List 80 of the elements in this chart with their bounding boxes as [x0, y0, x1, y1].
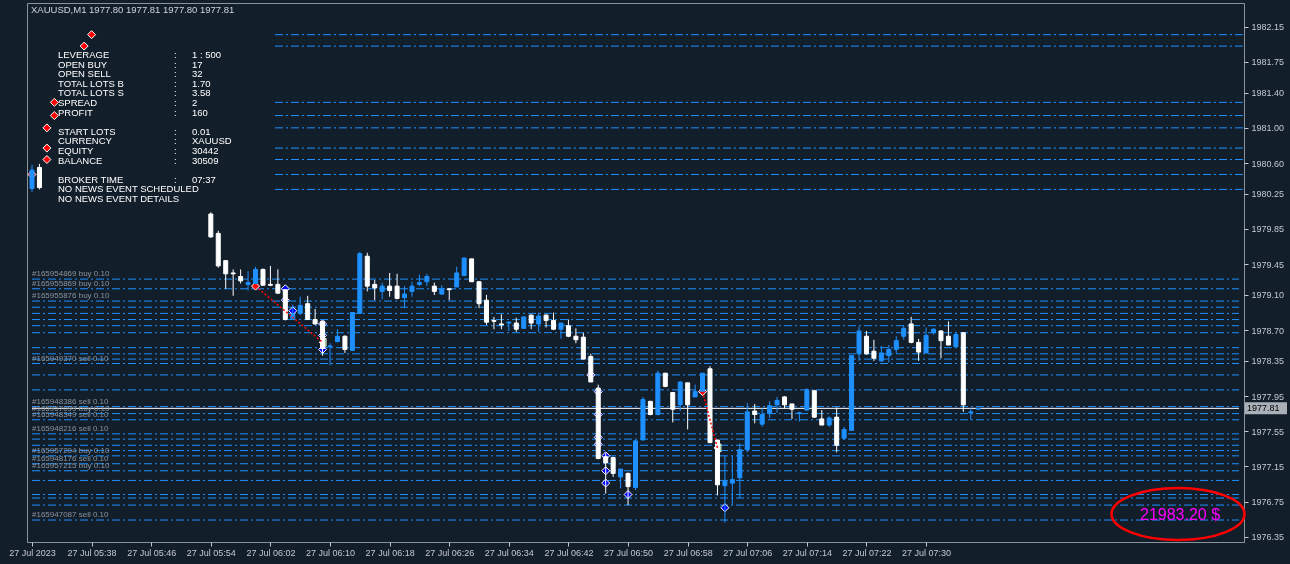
annotation: 17 — [192, 58, 203, 70]
annotation: : — [174, 173, 177, 185]
annotation: NO NEWS EVENT DETAILS — [58, 193, 180, 204]
y-tick-label: 1980.25 — [1251, 189, 1285, 200]
y-tick-label: 1977.55 — [1251, 426, 1285, 437]
y-tick-label: 1981.75 — [1251, 57, 1285, 68]
x-tick-label: 27 Jul 07:22 — [842, 547, 892, 558]
ref-line-label: #165948176 sell 0.10 — [32, 453, 110, 463]
y-tick-label: 1979.85 — [1251, 224, 1285, 235]
annotation: OPEN SELL — [58, 68, 111, 80]
annotation: 3.58 — [192, 87, 211, 99]
y-tick-label: 1976.35 — [1251, 532, 1285, 543]
ref-line-label: #165948216 sell 0.10 — [32, 423, 110, 433]
x-tick-label: 27 Jul 05:38 — [67, 547, 117, 558]
x-tick-label: 27 Jul 06:42 — [544, 547, 594, 558]
annotation: TOTAL LOTS S — [58, 87, 124, 99]
x-tick-label: 27 Jul 07:14 — [782, 547, 832, 558]
annotation: 2 — [192, 97, 198, 108]
annotation: 160 — [192, 106, 208, 118]
x-tick-label: 27 Jul 06:02 — [246, 547, 296, 558]
y-tick-label: 1978.35 — [1251, 356, 1285, 367]
annotation: 1 : 500 — [192, 49, 222, 60]
ref-line-label: #165955869 buy 0.10 — [32, 278, 110, 288]
y-tick-label: 1979.10 — [1251, 290, 1285, 301]
ref-line-label: #165954869 buy 0.10 — [32, 269, 110, 279]
annotation: EQUITY — [58, 145, 95, 156]
x-tick-label: 27 Jul 2023 — [9, 547, 56, 558]
annotation: TOTAL LOTS B — [58, 77, 124, 89]
chart-title: XAUUSD,M1 1977.80 1977.81 1977.80 1977.81 — [31, 4, 235, 15]
annotation: 32 — [192, 68, 203, 80]
annotation: 1.70 — [192, 77, 211, 89]
annotation: : — [174, 97, 177, 108]
y-tick-label: 1977.15 — [1251, 461, 1285, 472]
x-tick-label: 27 Jul 05:46 — [127, 547, 177, 558]
ref-line-label: #165955876 buy 0.10 — [32, 291, 110, 301]
annotation: LEVERAGE — [58, 49, 110, 60]
annotation: 07:37 — [192, 173, 216, 185]
x-tick-label: 27 Jul 05:54 — [186, 547, 236, 558]
y-tick-label: 1979.45 — [1251, 259, 1285, 270]
annotation: SPREAD — [58, 97, 98, 108]
x-tick-label: 27 Jul 06:34 — [484, 547, 534, 558]
y-tick-label: 1981.40 — [1251, 88, 1285, 99]
y-tick-label: 1982.15 — [1251, 22, 1285, 33]
x-tick-label: 27 Jul 06:58 — [663, 547, 713, 558]
annotation: : — [174, 154, 177, 166]
annotation: OPEN BUY — [58, 58, 108, 70]
x-tick-label: 27 Jul 06:18 — [365, 547, 415, 558]
annotation: XAUUSD — [192, 135, 232, 147]
annotation: : — [174, 106, 177, 118]
annotation: : — [174, 58, 177, 70]
x-tick-label: 27 Jul 07:06 — [723, 547, 773, 558]
annotation: 30442 — [192, 145, 219, 156]
annotation: BROKER TIME — [58, 173, 124, 185]
annotation: : — [174, 145, 177, 156]
annotation: : — [174, 125, 177, 137]
y-tick-label: 1978.70 — [1251, 325, 1285, 336]
y-tick-label: 1977.95 — [1251, 391, 1285, 402]
annotation: 21983.20 $ — [1140, 506, 1221, 523]
ref-line-label: 1977.81 — [1247, 403, 1280, 414]
x-tick-label: 27 Jul 06:50 — [604, 547, 654, 558]
y-tick-label: 1981.00 — [1251, 123, 1285, 134]
annotation: PROFIT — [58, 106, 94, 118]
y-tick-label: 1980.60 — [1251, 158, 1285, 169]
annotation: NO NEWS EVENT SCHEDULED — [58, 183, 199, 195]
annotation: 30509 — [192, 154, 219, 166]
annotation: : — [174, 135, 177, 147]
x-tick-label: 27 Jul 06:10 — [306, 547, 356, 558]
x-tick-label: 27 Jul 06:26 — [425, 547, 475, 558]
annotation: : — [174, 87, 177, 99]
ref-line-label: #165948386 sell 0.10 — [32, 396, 110, 406]
annotation: : — [174, 68, 177, 80]
ref-line-label: #165947087 sell 0.10 — [32, 510, 110, 520]
annotation: : — [174, 77, 177, 89]
y-tick-label: 1976.75 — [1251, 497, 1285, 508]
annotation: START LOTS — [58, 125, 116, 137]
annotation: CURRENCY — [58, 135, 113, 147]
annotation: BALANCE — [58, 154, 103, 166]
x-tick-label: 27 Jul 07:30 — [902, 547, 952, 558]
annotation: : — [174, 49, 177, 60]
annotation: 0.01 — [192, 125, 211, 137]
